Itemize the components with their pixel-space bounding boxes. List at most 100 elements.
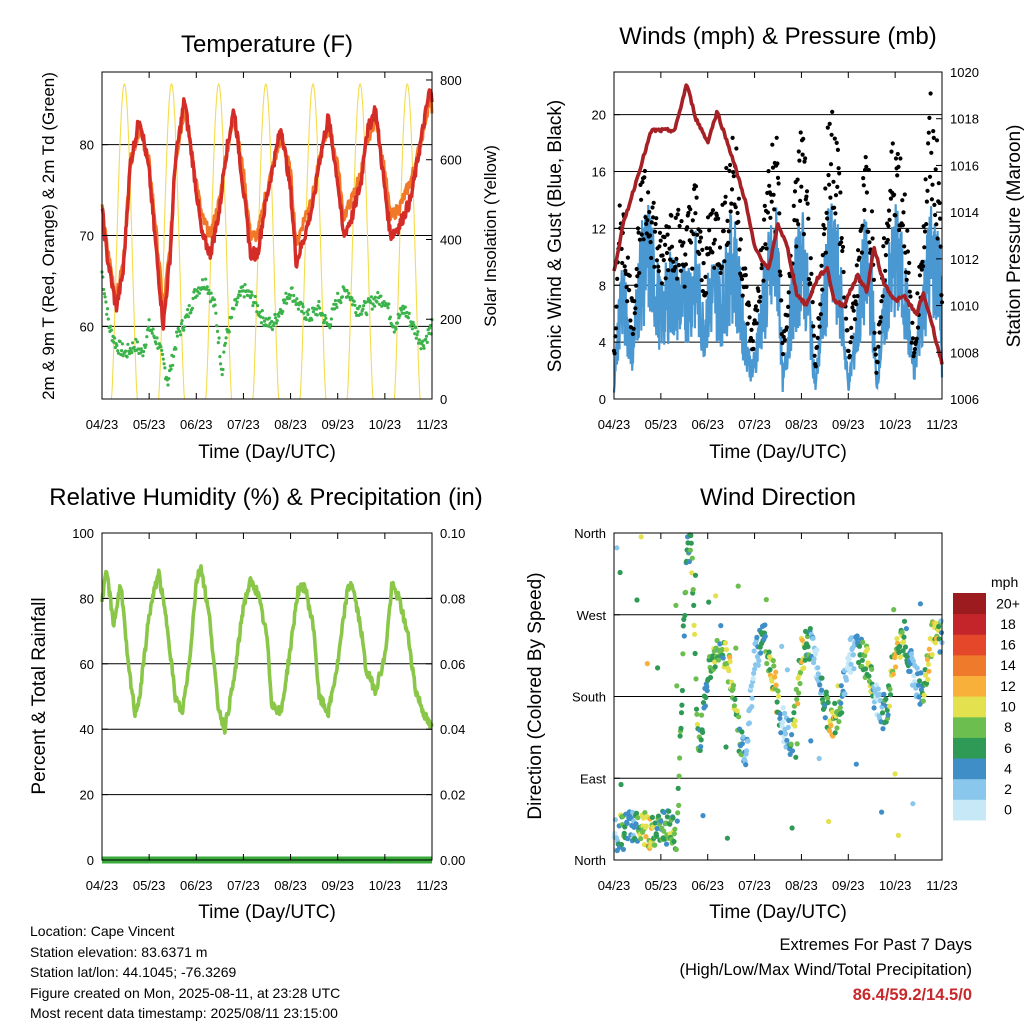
gust-point — [806, 216, 811, 221]
gust-point — [736, 219, 741, 224]
gust-point — [688, 240, 694, 245]
direction-point — [691, 622, 697, 629]
y-tick-label: 70 — [80, 229, 94, 244]
temperature-x-ticks: 04/23 05/23 06/23 07/23 08/23 09/23 10/23 11/23 — [86, 72, 448, 432]
direction-point — [811, 656, 817, 662]
dewpoint-point — [315, 313, 319, 317]
direction-point — [925, 661, 932, 667]
dewpoint-point — [421, 344, 425, 348]
direction-point — [697, 747, 703, 754]
gust-point — [909, 340, 914, 345]
x-tick-label: 04/23 — [598, 417, 631, 432]
direction-point — [814, 647, 820, 653]
direction-point — [902, 644, 909, 650]
gust-point — [778, 273, 783, 278]
x-tick-label: 08/23 — [274, 878, 307, 893]
dewpoint-point — [191, 296, 195, 301]
gust-point — [879, 299, 884, 304]
dewpoint-point — [345, 288, 349, 293]
direction-point — [780, 705, 786, 711]
gust-point — [675, 276, 680, 281]
gust-point — [739, 277, 745, 282]
winds-y-left-ticks: 0 4 8 12 16 20 — [592, 108, 620, 407]
gust-point — [697, 239, 702, 244]
gust-point — [892, 192, 897, 197]
gust-point — [721, 228, 726, 234]
dewpoint-point — [387, 302, 391, 306]
direction-point — [810, 635, 816, 641]
gust-point — [825, 125, 830, 130]
colorbar-label: 14 — [1000, 657, 1016, 673]
gust-point — [830, 109, 835, 114]
dewpoint-point — [217, 336, 221, 340]
direction-point — [654, 825, 660, 832]
gust-point — [801, 232, 807, 237]
dewpoint-point — [283, 298, 287, 302]
direction-point — [673, 602, 679, 609]
direction-point — [816, 755, 822, 762]
colorbar-label: 6 — [1004, 740, 1012, 756]
direction-point — [720, 655, 726, 661]
gust-point — [791, 203, 796, 208]
direction-point — [691, 602, 697, 609]
dewpoint-point — [288, 296, 292, 300]
gust-point — [911, 354, 916, 359]
gust-point — [824, 210, 829, 215]
dewpoint-point — [186, 308, 190, 312]
gust-point — [796, 149, 801, 154]
direction-point — [866, 673, 872, 679]
gust-point — [663, 276, 668, 281]
dewpoint-point — [241, 285, 245, 289]
gust-point — [908, 294, 913, 299]
direction-point — [718, 623, 724, 629]
gust-point — [625, 299, 630, 304]
gust-point — [678, 239, 683, 244]
gust-point — [718, 270, 723, 276]
dewpoint-point — [270, 319, 274, 324]
direction-point — [755, 662, 761, 668]
dewpoint-point — [358, 304, 362, 308]
direction-point — [826, 818, 832, 825]
gust-point — [821, 222, 826, 228]
gust-point — [780, 352, 786, 357]
x-tick-label: 04/23 — [86, 417, 119, 432]
colorbar-title: mph — [991, 574, 1018, 590]
dewpoint-point — [153, 336, 157, 340]
gust-point — [701, 261, 706, 266]
gust-point — [862, 207, 867, 213]
gust-point — [698, 235, 704, 240]
direction-point — [699, 712, 705, 718]
dewpoint-point — [167, 377, 171, 381]
gust-point — [725, 218, 730, 223]
station-location: Location: Cape Vincent — [30, 923, 175, 939]
gust-point — [859, 250, 865, 255]
dewpoint-point — [416, 330, 420, 334]
colorbar-swatch — [953, 634, 986, 656]
station-pressure-line — [612, 83, 944, 365]
gust-point — [797, 158, 802, 163]
gust-point — [740, 293, 745, 298]
y-tick-label: 4 — [599, 335, 606, 350]
dewpoint-point — [145, 335, 149, 339]
winds-panel: Winds (mph) & Pressure (mb) 04/23 05/23 06… — [545, 23, 1024, 463]
direction-point — [839, 710, 845, 716]
direction-point — [811, 660, 817, 666]
direction-point — [724, 835, 731, 841]
gust-point — [803, 156, 808, 161]
dewpoint-point — [175, 334, 179, 338]
gust-point — [658, 238, 663, 243]
direction-point — [846, 656, 852, 662]
dewpoint-point — [311, 310, 315, 314]
gust-point — [794, 218, 800, 223]
direction-point — [643, 834, 649, 840]
gust-point — [828, 162, 834, 167]
dewpoint-point — [230, 315, 234, 319]
gust-point — [900, 198, 905, 203]
gust-point — [716, 216, 721, 221]
x-tick-label: 05/23 — [133, 878, 166, 893]
gust-point — [784, 325, 789, 330]
dewpoint-point — [318, 306, 322, 310]
gust-point — [775, 175, 781, 180]
dewpoint-point — [259, 315, 263, 319]
direction-point — [649, 814, 656, 821]
